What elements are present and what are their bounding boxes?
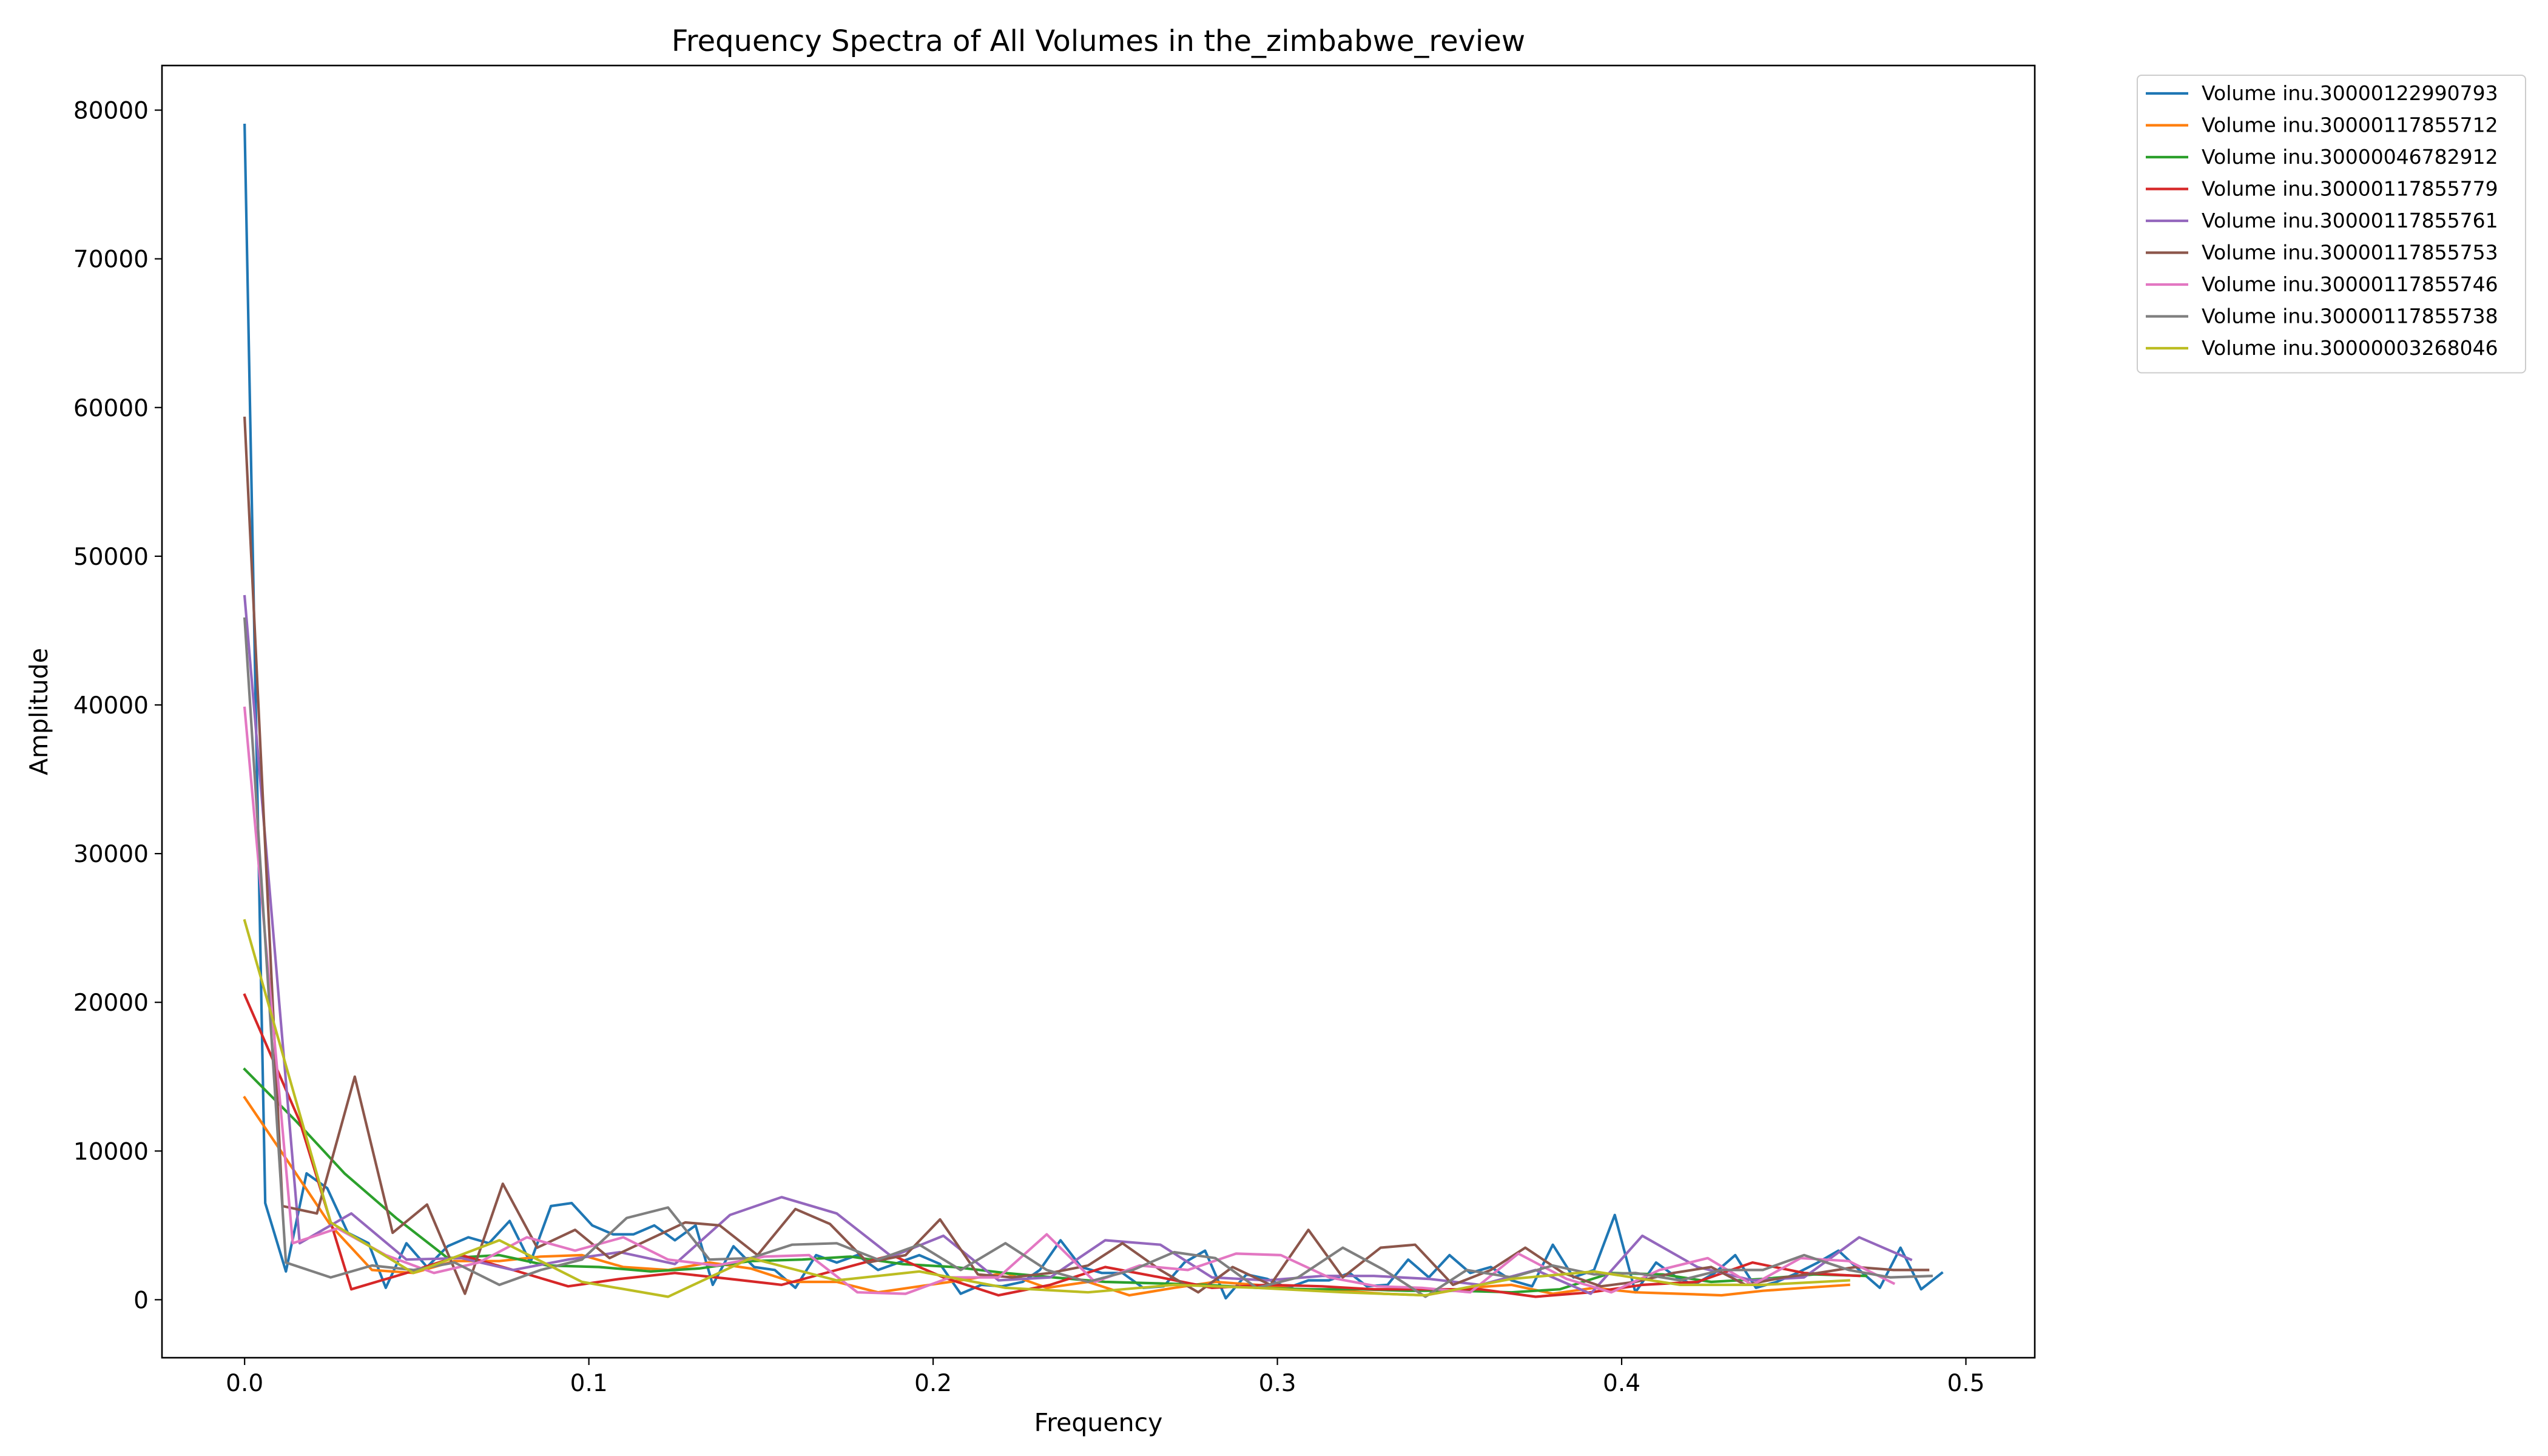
series-line [243,595,1913,1295]
y-tick-label: 20000 [73,989,149,1017]
x-axis: 0.0 0.1 0.2 0.3 0.4 0.5 [226,1358,1985,1397]
x-tick-label: 0.1 [570,1370,608,1397]
legend-label: Volume inu.30000046782912 [2202,145,2498,169]
y-tick-label: 70000 [73,246,149,274]
legend-label: Volume inu.30000117855746 [2202,272,2498,296]
y-tick-label: 10000 [73,1138,149,1165]
series-layer [243,123,1944,1300]
y-axis-label: Amplitude [24,648,53,775]
y-tick-label: 0 [133,1287,149,1314]
legend-label: Volume inu.30000117855779 [2202,177,2498,201]
x-tick-label: 0.3 [1259,1370,1296,1397]
y-tick-label: 80000 [73,98,149,125]
series-line [243,918,1850,1298]
legend-label: Volume inu.30000117855738 [2202,305,2498,328]
series-line [243,123,1944,1300]
series-line [243,617,1933,1298]
legend-label: Volume inu.30000117855712 [2202,113,2498,137]
y-tick-label: 40000 [73,692,149,720]
y-tick-label: 50000 [73,544,149,571]
legend-label: Volume inu.30000117855753 [2202,241,2498,265]
plot-frame [161,64,2036,1359]
x-tick-label: 0.5 [1947,1370,1984,1397]
series-line [243,1067,1868,1294]
series-line [243,706,1896,1295]
x-tick-label: 0.0 [226,1370,263,1397]
chart-title: Frequency Spectra of All Volumes in the_… [672,24,1525,58]
legend-label: Volume inu.30000117855761 [2202,209,2498,232]
y-tick-label: 30000 [73,841,149,868]
x-axis-label: Frequency [1034,1408,1163,1437]
y-tick-label: 60000 [73,395,149,422]
legend-label: Volume inu.30000003268046 [2202,336,2498,360]
legend: Volume inu.30000122990793 Volume inu.3000… [2137,75,2526,374]
x-tick-label: 0.4 [1603,1370,1640,1397]
x-tick-label: 0.2 [914,1370,952,1397]
legend-frame [2137,75,2526,374]
legend-label: Volume inu.30000122990793 [2202,81,2498,105]
y-axis: 0 10000 20000 30000 40000 50000 60000 70000 8000… [73,98,162,1314]
